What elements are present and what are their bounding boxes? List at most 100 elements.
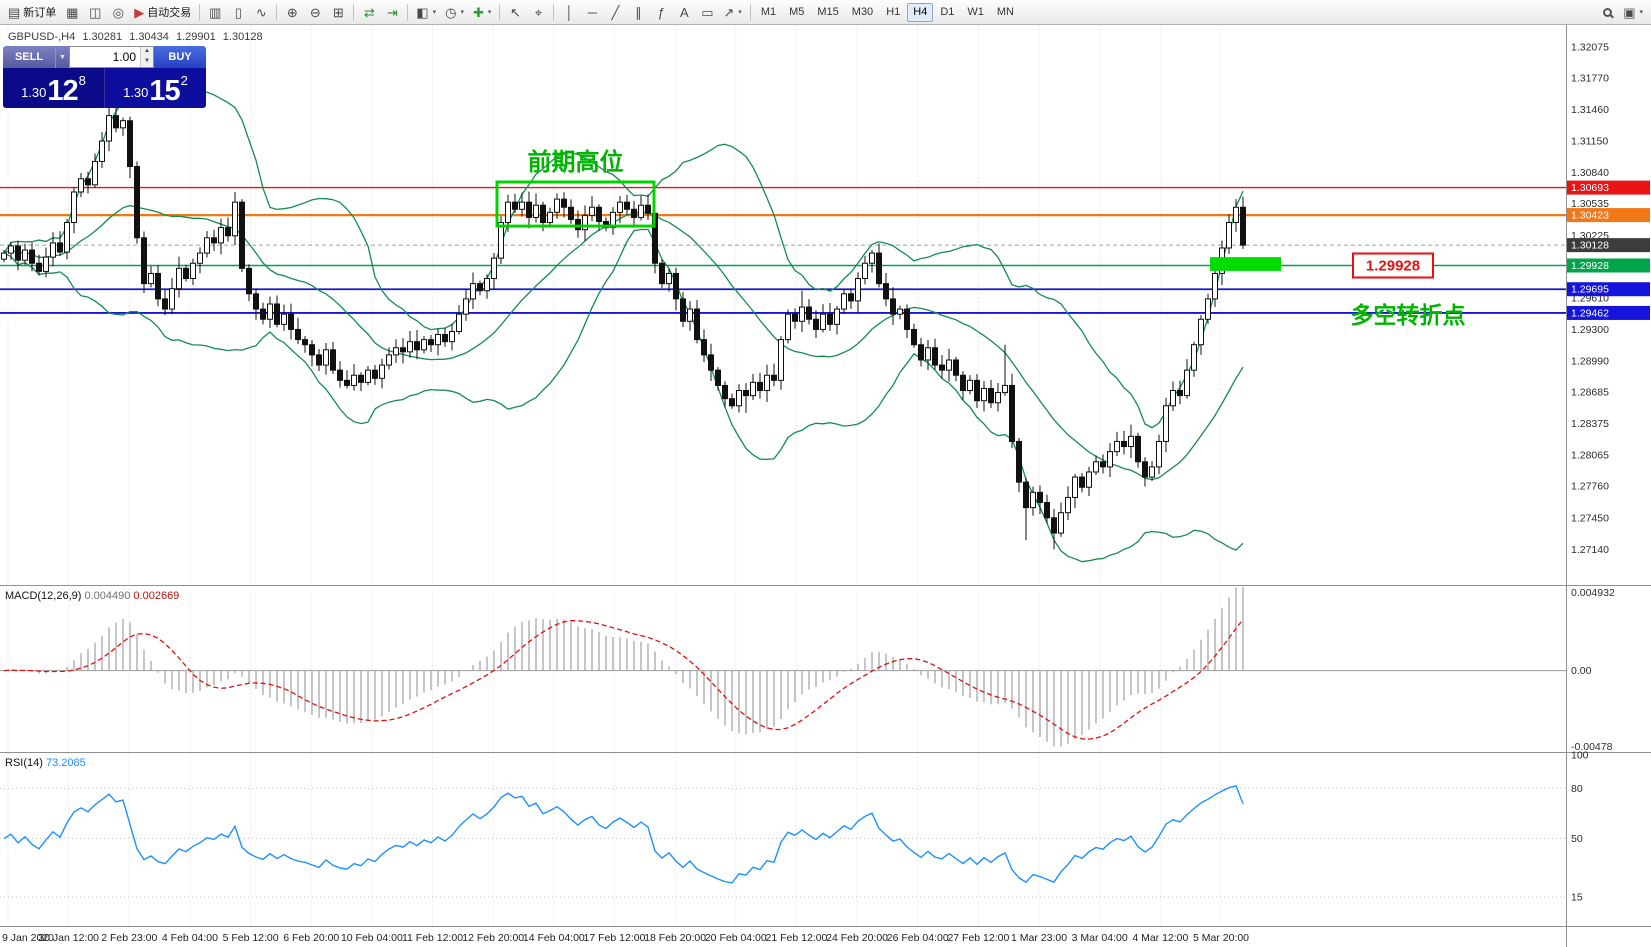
search-icon (1602, 7, 1612, 17)
rsi-header: RSI(14) 73.2085 (5, 757, 86, 769)
text-label-button[interactable]: ▭ (696, 2, 718, 23)
svg-text:2 Feb 23:00: 2 Feb 23:00 (101, 932, 157, 944)
buy-price[interactable]: 1.30 15 2 (105, 68, 206, 108)
new-order-button[interactable]: ▤ 新订单 (4, 2, 60, 23)
profiles-button[interactable]: ◷ ▾ (441, 2, 468, 23)
timeframe-h4-button[interactable]: H4 (907, 2, 934, 22)
cursor-button[interactable]: ↖ (504, 2, 526, 23)
buy-price-point: 2 (180, 73, 188, 88)
sell-button[interactable]: SELL (3, 46, 55, 68)
zoom-in-icon: ⊕ (286, 4, 298, 20)
tile-windows-button[interactable]: ⊞ (327, 2, 349, 23)
svg-text:17 Feb 12:00: 17 Feb 12:00 (584, 932, 646, 944)
search-button[interactable] (1596, 2, 1618, 23)
bar-chart-button[interactable]: ▥ (204, 2, 226, 23)
pivot-label: 多空转折点 (1351, 302, 1466, 328)
candlestick-chart-button[interactable]: ▯ (227, 2, 249, 23)
svg-text:100: 100 (1571, 750, 1589, 762)
svg-text:3 Mar 04:00: 3 Mar 04:00 (1072, 932, 1128, 944)
svg-text:27 Feb 12:00: 27 Feb 12:00 (947, 932, 1009, 944)
auto-scroll-button[interactable]: ⇄ (358, 2, 380, 23)
profiles-icon: ◷ (445, 4, 457, 20)
svg-text:1.29462: 1.29462 (1571, 307, 1609, 319)
rsi-pane: RSI(14) 73.2085 (0, 757, 1566, 898)
svg-text:1.30535: 1.30535 (1571, 198, 1609, 210)
line-chart-icon: ∿ (255, 4, 267, 20)
bar-low: 1.29901 (175, 31, 216, 43)
buy-button[interactable]: BUY (154, 46, 206, 68)
autotrading-button[interactable]: ▶ 自动交易 (130, 2, 195, 23)
crosshair-button[interactable]: ⌖ (527, 2, 549, 23)
timeframe-m1-button[interactable]: M1 (760, 6, 777, 18)
svg-text:1.30840: 1.30840 (1571, 167, 1609, 179)
bar-close: 1.30128 (222, 31, 263, 43)
price-tag-label: 1.29928 (1366, 257, 1420, 274)
svg-text:0.00: 0.00 (1571, 665, 1592, 677)
toolbar-separator (353, 3, 355, 21)
svg-text:1.28685: 1.28685 (1571, 387, 1609, 399)
new-order-label: 新订单 (23, 7, 57, 19)
svg-text:1.30128: 1.30128 (1571, 240, 1609, 252)
autotrading-icon: ▶ (134, 4, 145, 20)
toolbar: ▤ 新订单 ▦ ◫ ◎ ▶ 自动交易 ▥ ▯ ∿ ⊕ ⊖ ⊞ ⇄ ⇥ ◧ ▾ ◷ ▾ ✚ ▾ ↖ ⌖ │ ─ ╱ ∥ ƒ A ▭ ↗ ▾ M1… (0, 0, 1651, 25)
volume-input[interactable] (70, 47, 153, 67)
cursor-icon: ↖ (509, 4, 521, 20)
toolbar-separator (407, 3, 409, 21)
data-window-button[interactable]: ◫ (84, 2, 106, 23)
window-layout-icon: ▣ (1623, 4, 1636, 20)
volume-spinner[interactable]: ▲ ▼ (140, 47, 153, 67)
zoom-out-button[interactable]: ⊖ (304, 2, 326, 23)
autotrading-label: 自动交易 (147, 7, 192, 19)
svg-text:1.30423: 1.30423 (1571, 210, 1609, 222)
chart-shift-button[interactable]: ⇥ (381, 2, 403, 23)
text-button[interactable]: A (673, 2, 695, 23)
order-type-dropdown[interactable]: ▼ (55, 46, 69, 68)
zoom-in-button[interactable]: ⊕ (281, 2, 303, 23)
trendline-button[interactable]: ╱ (604, 2, 626, 23)
volume-box: ▲ ▼ (69, 46, 154, 68)
timeframe-mn-button[interactable]: MN (996, 6, 1014, 18)
vertical-line-icon: │ (565, 4, 574, 20)
sell-price[interactable]: 1.30 12 8 (3, 68, 105, 108)
svg-text:4 Feb 04:00: 4 Feb 04:00 (162, 932, 218, 944)
timeframe-m5-button[interactable]: M5 (789, 6, 805, 18)
svg-text:21 Feb 12:00: 21 Feb 12:00 (766, 932, 828, 944)
svg-text:12 Feb 20:00: 12 Feb 20:00 (462, 932, 524, 944)
macd-pane: MACD(12,26,9) 0.004490 0.002669 (0, 587, 1566, 747)
timeframe-d1-button[interactable]: D1 (940, 6, 955, 18)
svg-text:-0.00478: -0.00478 (1571, 741, 1613, 753)
price-tag-box (1352, 252, 1434, 279)
arrows-button[interactable]: ↗ ▾ (719, 2, 745, 23)
volume-down-icon[interactable]: ▼ (141, 57, 153, 67)
svg-text:1.27760: 1.27760 (1571, 481, 1609, 493)
equidistant-channel-icon: ∥ (635, 4, 642, 20)
volume-up-icon[interactable]: ▲ (141, 47, 153, 57)
sell-price-point: 8 (78, 73, 86, 88)
svg-text:26 Feb 04:00: 26 Feb 04:00 (887, 932, 949, 944)
svg-text:50: 50 (1571, 833, 1583, 845)
svg-text:15: 15 (1571, 891, 1583, 903)
fibonacci-button[interactable]: ƒ (650, 2, 672, 23)
community-button[interactable]: ◎ (107, 2, 129, 23)
vertical-line-button[interactable]: │ (558, 2, 580, 23)
svg-text:1.29928: 1.29928 (1571, 260, 1609, 272)
svg-text:0.004932: 0.004932 (1571, 587, 1615, 599)
line-chart-button[interactable]: ∿ (250, 2, 272, 23)
svg-text:1.31460: 1.31460 (1571, 104, 1609, 116)
bar-open: 1.30281 (82, 31, 123, 43)
window-layout-button[interactable]: ▣ ▾ (1619, 2, 1647, 23)
toolbar-separator (749, 3, 751, 21)
horizontal-line-button[interactable]: ─ (581, 2, 603, 23)
equidistant-channel-button[interactable]: ∥ (627, 2, 649, 23)
bar-high: 1.30434 (129, 31, 169, 43)
timeframe-m30-button[interactable]: M30 (851, 6, 874, 18)
new-chart-button[interactable]: ◧ ▾ (412, 2, 440, 23)
timeframe-h1-button[interactable]: H1 (886, 6, 901, 18)
buy-price-prefix: 1.30 (123, 85, 149, 100)
timeframe-w1-button[interactable]: W1 (967, 6, 984, 18)
chart-ohlc-header: GBPUSD-,H4 1.30281 1.30434 1.29901 1.301… (8, 31, 267, 43)
indicators-button[interactable]: ✚ ▾ (469, 2, 495, 23)
timeframe-m15-button[interactable]: M15 (817, 6, 839, 18)
market-watch-button[interactable]: ▦ (61, 2, 83, 23)
